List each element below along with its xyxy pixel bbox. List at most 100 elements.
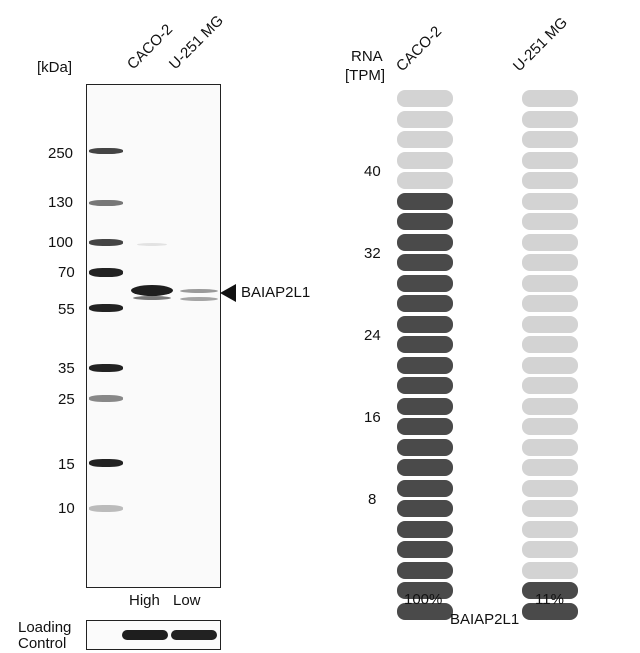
rna-bar-empty — [522, 541, 578, 558]
rna-bar-empty — [522, 438, 578, 456]
rna-bar-filled — [397, 315, 453, 333]
rna-bar-filled — [397, 500, 453, 517]
rna-percent-caco2: 100% — [404, 591, 443, 608]
ladder-band — [89, 459, 123, 467]
loading-control-label: Loading Control — [18, 619, 72, 652]
rna-bar-empty — [522, 110, 578, 128]
marker-55: 55 — [58, 301, 75, 318]
ladder-band — [89, 239, 123, 246]
rna-header-line1: RNA — [351, 48, 383, 65]
rna-bar-empty — [522, 356, 578, 374]
target-label: BAIAP2L1 — [241, 284, 311, 301]
lane-label-u251mg: U-251 MG — [165, 12, 227, 73]
rna-bar-filled — [397, 336, 453, 353]
rna-bar-filled — [397, 356, 453, 374]
rna-column-label-caco2: CACO-2 — [392, 22, 446, 75]
ladder-band — [89, 268, 123, 277]
rna-bar-filled — [397, 192, 453, 210]
western-blot-image — [86, 84, 221, 588]
rna-tick-16: 16 — [364, 409, 381, 426]
rna-tick-8: 8 — [368, 491, 377, 508]
rna-bar-filled — [397, 520, 453, 538]
rna-tick-32: 32 — [364, 245, 381, 262]
rna-bar-filled — [397, 254, 453, 271]
loading-band-caco2 — [122, 630, 168, 640]
rna-bar-filled — [397, 602, 453, 620]
rna-gene-label: BAIAP2L1 — [450, 611, 520, 628]
rna-bar-empty — [522, 336, 578, 353]
rna-column-u251mg — [522, 90, 578, 620]
rna-bar-filled — [397, 479, 453, 497]
ladder-band — [89, 148, 123, 154]
marker-250: 250 — [48, 145, 74, 162]
rna-bar-empty — [522, 500, 578, 517]
rna-bar-empty — [397, 172, 453, 189]
marker-35: 35 — [58, 360, 75, 377]
rna-bar-filled — [397, 233, 453, 251]
u251mg-target-band — [180, 289, 218, 293]
marker-10: 10 — [58, 500, 75, 517]
u251mg-lower-band — [180, 297, 218, 301]
caco2-target-band — [131, 285, 173, 296]
rna-bar-empty — [522, 520, 578, 538]
rna-bar-empty — [522, 131, 578, 148]
ladder-band — [89, 304, 123, 312]
expression-high-label: High — [129, 592, 160, 609]
rna-bar-filled — [397, 377, 453, 394]
rna-column-label-u251mg: U-251 MG — [509, 14, 571, 75]
rna-bar-empty — [397, 151, 453, 169]
rna-bar-filled — [522, 582, 578, 599]
rna-bar-filled — [397, 274, 453, 292]
rna-bar-empty — [522, 418, 578, 435]
rna-bar-empty — [522, 192, 578, 210]
marker-15: 15 — [58, 456, 75, 473]
rna-bar-empty — [522, 377, 578, 394]
target-arrow-icon — [220, 284, 236, 302]
rna-tick-40: 40 — [364, 163, 381, 180]
rna-bar-filled — [397, 295, 453, 312]
marker-25: 25 — [58, 391, 75, 408]
rna-bar-filled — [397, 561, 453, 579]
rna-bar-filled — [397, 459, 453, 476]
kda-label: [kDa] — [37, 59, 73, 76]
marker-100: 100 — [48, 234, 74, 251]
rna-bar-filled — [397, 438, 453, 456]
rna-percent-u251mg: 11% — [535, 591, 564, 608]
loading-control-image — [86, 620, 221, 650]
ladder-band — [89, 395, 123, 402]
rna-bar-filled — [522, 602, 578, 620]
faint-band — [137, 243, 167, 246]
caco2-lower-band — [133, 296, 171, 300]
ladder-band — [89, 364, 123, 372]
rna-bar-empty — [522, 233, 578, 251]
rna-bar-filled — [397, 397, 453, 415]
ladder-band — [89, 505, 123, 512]
rna-header-line2: [TPM] — [345, 67, 385, 84]
rna-bar-filled — [397, 213, 453, 230]
rna-bar-empty — [522, 397, 578, 415]
rna-bar-empty — [522, 479, 578, 497]
ladder-band — [89, 200, 123, 206]
rna-bar-empty — [397, 110, 453, 128]
rna-bar-empty — [522, 254, 578, 271]
rna-bar-empty — [522, 172, 578, 189]
loading-band-u251mg — [171, 630, 217, 640]
rna-column-caco2 — [397, 90, 453, 620]
expression-low-label: Low — [173, 592, 201, 609]
rna-bar-empty — [522, 90, 578, 107]
rna-bar-empty — [397, 90, 453, 107]
rna-bar-empty — [522, 315, 578, 333]
marker-70: 70 — [58, 264, 75, 281]
marker-130: 130 — [48, 194, 74, 211]
rna-bar-empty — [522, 295, 578, 312]
rna-tick-24: 24 — [364, 327, 381, 344]
rna-bar-empty — [397, 131, 453, 148]
rna-bar-empty — [522, 561, 578, 579]
rna-bar-filled — [397, 582, 453, 599]
rna-bar-filled — [397, 418, 453, 435]
rna-bar-empty — [522, 213, 578, 230]
rna-bar-empty — [522, 459, 578, 476]
rna-bar-empty — [522, 274, 578, 292]
rna-bar-empty — [522, 151, 578, 169]
rna-bar-filled — [397, 541, 453, 558]
